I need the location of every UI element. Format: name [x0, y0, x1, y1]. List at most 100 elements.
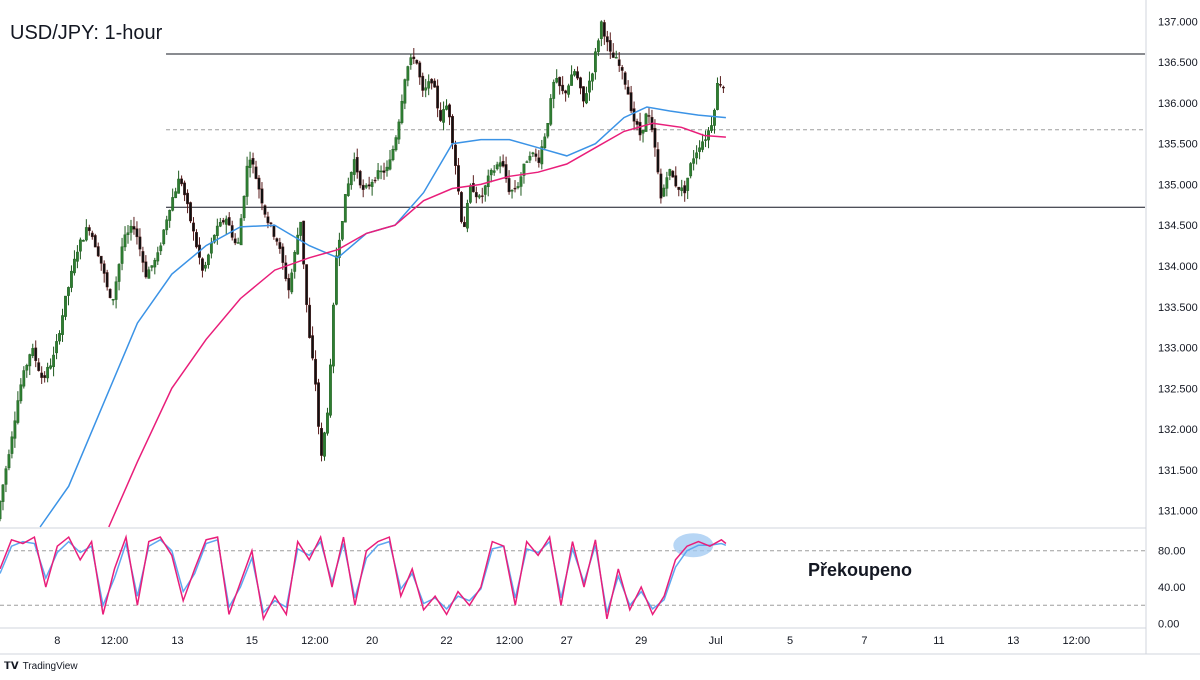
candle-body: [326, 412, 329, 434]
candle-body: [135, 228, 139, 238]
time-tick-label: 12:00: [101, 635, 129, 647]
candle-body: [186, 192, 189, 205]
candle-body: [483, 185, 487, 195]
candle-body: [620, 67, 624, 71]
candle-body: [367, 184, 371, 187]
candle-body: [370, 182, 374, 187]
candle-body: [192, 222, 195, 232]
candle-body: [501, 161, 505, 167]
candle-body: [489, 169, 493, 176]
time-tick-label: 29: [635, 635, 647, 647]
branding-label: TradingView: [22, 661, 78, 672]
moving-average-fast: [39, 106, 726, 528]
candle-body: [52, 354, 55, 368]
candle-body: [391, 149, 395, 161]
candle-body: [287, 278, 291, 291]
candle-body: [81, 240, 85, 242]
candle-body: [421, 75, 425, 91]
candle-body: [695, 152, 699, 159]
candle-body: [531, 152, 535, 155]
candle-body: [549, 98, 553, 125]
candle-body: [480, 195, 484, 197]
candle-body: [504, 164, 508, 179]
candle-body: [144, 261, 148, 278]
candle-body: [495, 164, 499, 170]
candle-body: [582, 86, 585, 102]
candle-body: [599, 21, 603, 39]
candle-body: [641, 130, 645, 134]
candle-body: [102, 263, 106, 274]
candle-body: [579, 77, 582, 89]
candle-body: [4, 468, 8, 485]
candle-body: [263, 205, 267, 215]
candle-body: [299, 221, 303, 236]
candle-body: [507, 178, 511, 193]
candle-body: [269, 222, 273, 225]
candle-body: [13, 420, 17, 439]
candle-body: [361, 184, 365, 190]
candle-body: [564, 90, 568, 94]
candle-body: [201, 258, 204, 271]
candle-body: [585, 93, 588, 104]
candle-body: [543, 136, 547, 149]
price-tick-label: 136.000: [1158, 98, 1198, 110]
candle-body: [513, 187, 517, 190]
candle-body: [406, 66, 410, 81]
candle-body: [656, 149, 660, 173]
candle-body: [183, 182, 186, 196]
candle-body: [474, 192, 478, 198]
candle-body: [58, 333, 61, 342]
candle-body: [570, 74, 573, 86]
candle-body: [278, 242, 282, 249]
candle-body: [293, 251, 297, 272]
price-tick-label: 136.500: [1158, 57, 1198, 69]
oscillator-tick-label: 40.00: [1158, 582, 1186, 594]
candle-body: [385, 166, 389, 172]
candle-body: [555, 77, 559, 83]
candle-body: [180, 178, 183, 185]
candle-body: [358, 170, 362, 186]
tradingview-branding: 𝗧𝗩 TradingView: [4, 661, 78, 672]
candle-body: [653, 127, 657, 148]
candle-body: [567, 85, 571, 95]
candle-body: [710, 125, 713, 131]
candle-body: [528, 155, 532, 161]
candle-body: [442, 109, 445, 123]
oscillator-tick-label: 0.00: [1158, 618, 1179, 630]
candle-body: [64, 295, 67, 317]
time-tick-label: 12:00: [301, 635, 329, 647]
candle-body: [629, 92, 633, 112]
candle-body: [540, 146, 544, 165]
time-tick-label: 15: [246, 635, 258, 647]
moving-average-slow: [108, 122, 726, 528]
candle-body: [10, 436, 14, 454]
candle-body: [0, 501, 2, 520]
price-tick-label: 131.500: [1158, 465, 1198, 477]
candle-body: [49, 365, 53, 369]
candle-body: [668, 169, 672, 176]
candle-body: [99, 255, 103, 264]
candle-body: [150, 265, 154, 268]
candle-body: [346, 183, 350, 196]
candle-body: [617, 59, 621, 66]
time-tick-label: 22: [440, 635, 452, 647]
candle-body: [254, 166, 258, 179]
candle-body: [561, 84, 565, 92]
candle-body: [409, 57, 413, 66]
candle-body: [671, 170, 675, 178]
price-tick-label: 133.000: [1158, 343, 1198, 355]
candle-body: [412, 56, 416, 60]
candle-body: [90, 232, 94, 238]
candle-body: [591, 73, 594, 82]
candle-body: [28, 354, 32, 367]
candle-body: [31, 348, 35, 356]
candle-body: [439, 109, 442, 121]
candle-body: [463, 222, 466, 228]
candle-body: [209, 242, 213, 254]
candle-body: [546, 123, 550, 137]
candles-group: [0, 19, 725, 522]
candle-body: [70, 270, 73, 288]
candle-body: [400, 101, 404, 123]
